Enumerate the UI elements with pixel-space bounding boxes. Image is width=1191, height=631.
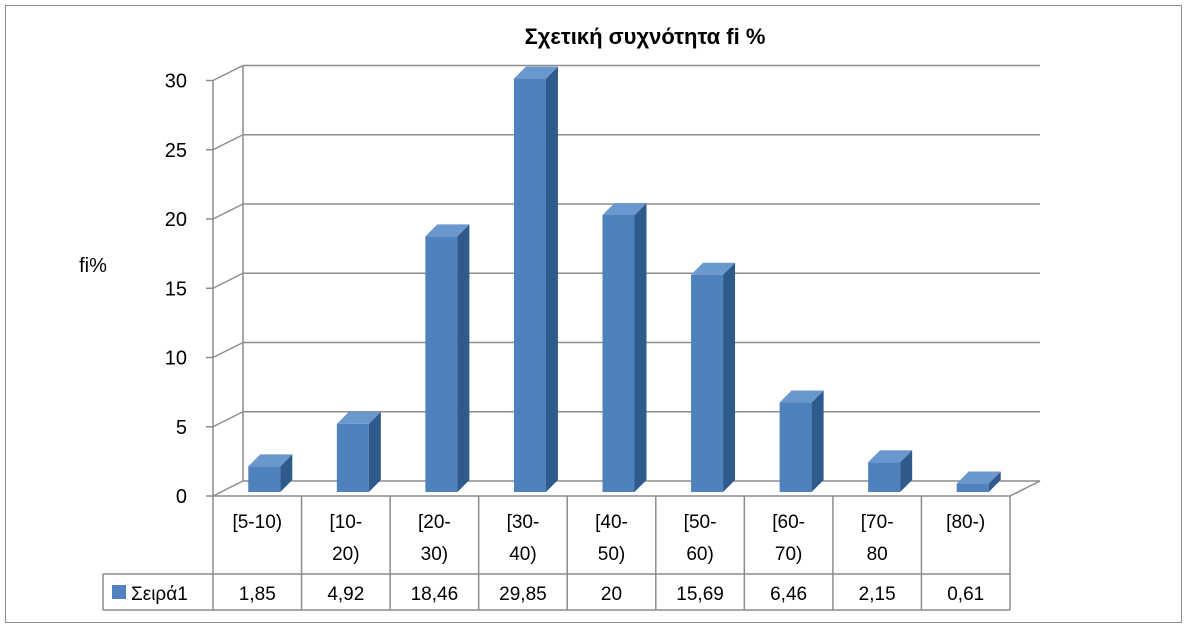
- data-table-value: 29,85: [499, 584, 547, 605]
- legend-key: [112, 585, 126, 599]
- data-table-value: 1,85: [239, 584, 276, 605]
- data-table-value: 6,46: [770, 584, 807, 605]
- bar-top: [602, 203, 647, 215]
- data-table-value: 2,15: [859, 584, 896, 605]
- category-label: 80: [867, 544, 888, 565]
- category-label: [50-: [684, 512, 717, 533]
- data-table-value: 18,46: [411, 584, 459, 605]
- y-tick-label: 25: [165, 140, 187, 162]
- y-tick-label: 20: [165, 209, 187, 231]
- bar: [336, 411, 381, 492]
- gridline-side: [212, 341, 244, 359]
- bar-front: [868, 462, 901, 492]
- bar: [956, 471, 1001, 492]
- bar-side: [723, 262, 736, 492]
- bar-side: [988, 471, 1001, 492]
- category-label: [40-: [595, 512, 628, 533]
- bar-front: [779, 402, 812, 492]
- bar: [425, 224, 470, 493]
- bar-top: [868, 450, 913, 463]
- bar-front: [336, 423, 369, 492]
- y-tick-label: 30: [165, 71, 187, 93]
- bar-front: [956, 483, 989, 492]
- bar-side: [811, 390, 824, 492]
- bar-side: [900, 450, 913, 492]
- chart-title: Σχετική συχνότητα fi %: [525, 24, 766, 49]
- bar-top: [956, 471, 1001, 484]
- category-label: [60-: [772, 512, 805, 533]
- y-tick-label: 5: [176, 417, 187, 439]
- gridline-side: [212, 411, 244, 428]
- category-label: [80-): [946, 512, 985, 533]
- category-label: 50): [598, 544, 625, 565]
- category-label: [5-10): [232, 512, 282, 533]
- category-label: 30): [421, 544, 448, 565]
- category-label: [20-: [418, 512, 451, 533]
- category-label: [10-: [329, 512, 362, 533]
- y-axis: 0 5 10 15 20 25 30: [165, 71, 213, 508]
- data-table-value: 0,61: [947, 584, 984, 605]
- data-table-value: 20: [601, 584, 622, 605]
- gridline-side: [212, 64, 244, 82]
- gridline-side: [212, 134, 244, 151]
- bar-top: [425, 224, 470, 237]
- bar-top: [779, 390, 824, 403]
- gridline-side: [212, 272, 244, 289]
- bar: [779, 390, 824, 492]
- bar-side: [280, 454, 293, 492]
- bar-front: [691, 274, 724, 492]
- category-label: [70-: [861, 512, 894, 533]
- chart-area: [5, 5, 1182, 623]
- bar-front: [425, 236, 458, 492]
- category-label: 70): [775, 544, 802, 565]
- bar-top: [248, 454, 293, 467]
- y-tick-label: 15: [165, 278, 187, 300]
- category-label: 20): [332, 544, 359, 565]
- bar-front: [513, 78, 546, 492]
- bar-top: [691, 262, 736, 275]
- bar-side: [457, 224, 470, 493]
- bar-front: [248, 466, 281, 492]
- bar: [602, 203, 647, 492]
- data-table-value: 4,92: [327, 584, 364, 605]
- bar-side: [545, 66, 558, 492]
- category-label: 60): [686, 544, 713, 565]
- data-table-value: 15,69: [676, 584, 724, 605]
- gridline-side: [212, 203, 244, 220]
- data-table: [5-10) 1,85 [10- 20) 4,92 [20- 30) 18,46 [30- 40)…: [102, 496, 1011, 611]
- bar-front: [602, 215, 635, 492]
- bars: [248, 66, 1001, 493]
- category-label: [30-: [507, 512, 540, 533]
- y-tick-label: 10: [165, 348, 187, 370]
- legend-series-name: Σειρά1: [131, 584, 188, 605]
- bar-top: [336, 411, 381, 424]
- bar: [868, 450, 913, 492]
- bar: [513, 66, 558, 492]
- bar-top: [513, 66, 558, 79]
- y-axis-label: fi%: [79, 255, 107, 277]
- bar-side: [368, 411, 381, 492]
- bar: [691, 262, 736, 492]
- bar-side: [634, 203, 647, 492]
- y-tick-label: 0: [176, 486, 187, 508]
- bar: [248, 454, 293, 492]
- category-label: 40): [509, 544, 536, 565]
